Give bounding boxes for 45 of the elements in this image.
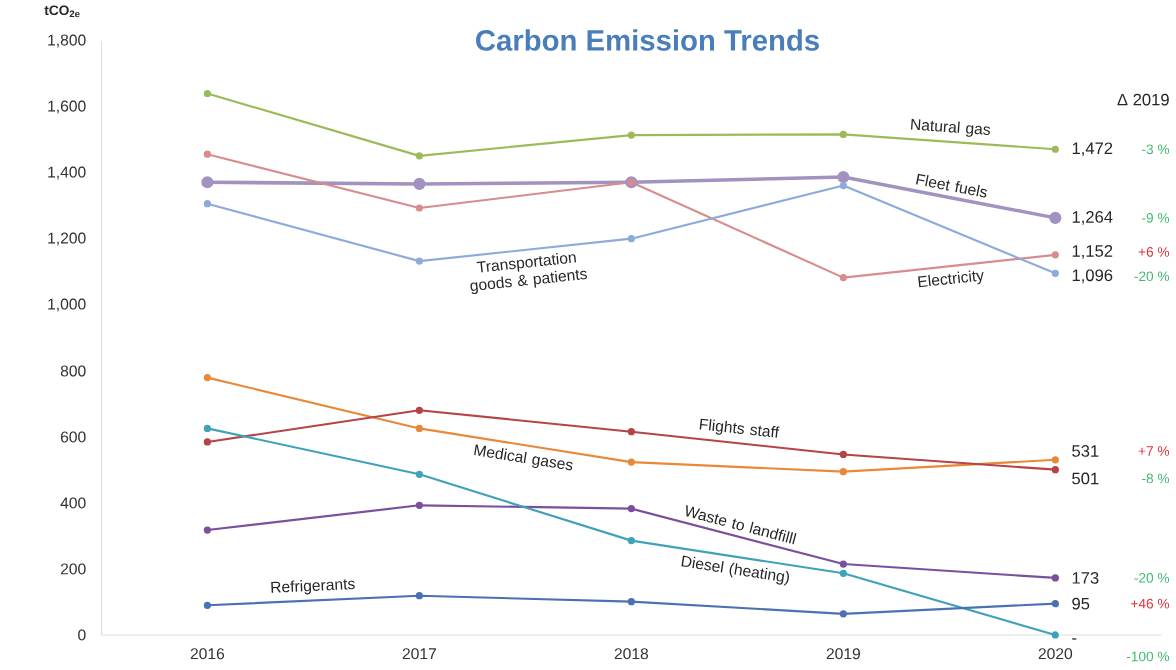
- annotation: Δ 2019: [1117, 93, 1169, 106]
- data-label: 501: [1072, 472, 1099, 485]
- x-tick-label: 2020: [1038, 648, 1073, 660]
- annotation: +7 %: [1138, 446, 1170, 456]
- text: Waste to landfilll: [686, 505, 797, 545]
- annotation: -20 %: [1134, 271, 1170, 282]
- data-label: 1,096: [1072, 269, 1113, 284]
- data-label: 173: [1072, 571, 1099, 584]
- text: Transportation goods & patients: [470, 252, 588, 294]
- text: -100 %: [1126, 651, 1170, 662]
- x-tick-label: 2017: [402, 648, 436, 660]
- y-tick-label: 600: [60, 431, 86, 443]
- chart-title: Carbon Emission Trends: [476, 29, 819, 51]
- data-label: 1,472: [1072, 142, 1113, 157]
- annotation: -8 %: [1142, 473, 1170, 484]
- y-tick-label: 800: [60, 365, 86, 377]
- text: Electricity: [918, 270, 984, 288]
- y-axis-title: tCO$_{2e}$: [44, 5, 80, 18]
- series-label: Natural gas: [911, 118, 991, 137]
- y-tick-label: 1,600: [48, 100, 86, 114]
- text: Diesel (heating): [681, 555, 789, 586]
- annotation: +6 %: [1138, 246, 1170, 257]
- text: Fleet fuels: [916, 173, 987, 198]
- data-label: 1,264: [1072, 210, 1113, 225]
- x-tick-label: 2016: [190, 648, 225, 660]
- data-label: 95: [1072, 597, 1090, 610]
- annotation: -3 %: [1142, 144, 1170, 155]
- y-tick-label: 1,000: [48, 298, 86, 312]
- y-tick-label: 1,800: [48, 34, 86, 48]
- y-tick-label: 1,400: [48, 166, 86, 180]
- annotation: +46 %: [1131, 598, 1170, 609]
- y-tick-label: 400: [60, 497, 86, 509]
- data-label: -: [1072, 638, 1077, 640]
- annotation: -9 %: [1142, 212, 1170, 223]
- y-tick-label: 200: [60, 563, 86, 575]
- annotation: -20 %: [1134, 572, 1170, 583]
- x-tick-label: 2018: [614, 648, 649, 660]
- text: Medical gases: [474, 444, 573, 471]
- x-tick-label: 2019: [826, 648, 860, 660]
- series-label: Refrigerants: [271, 579, 355, 595]
- data-label: 531: [1072, 445, 1099, 457]
- data-label: 1,152: [1072, 244, 1113, 259]
- y-tick-label: 1,200: [48, 232, 86, 246]
- text: Flights staff: [699, 418, 780, 438]
- y-tick-label: 0: [78, 629, 86, 641]
